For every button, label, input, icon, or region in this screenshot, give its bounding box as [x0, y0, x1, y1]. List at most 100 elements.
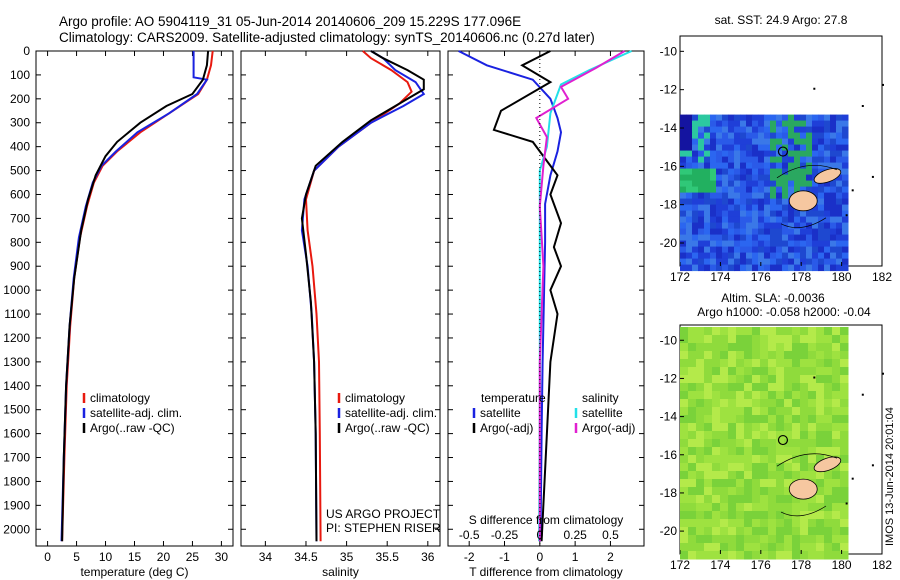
sla-cell [712, 399, 721, 408]
sla-cell [784, 423, 793, 432]
sla-cell [688, 327, 697, 336]
sst-cell [806, 228, 813, 236]
sst-cell [830, 126, 837, 134]
sst-cell [740, 204, 747, 212]
sst-cell [692, 156, 699, 164]
sst-cell [692, 138, 699, 146]
sst-cell [728, 198, 735, 206]
sla-cell [704, 327, 713, 336]
sst-cell [776, 246, 783, 254]
sst-cell [764, 234, 771, 242]
sla-cell [680, 375, 689, 384]
sst-cell [740, 180, 747, 188]
sst-cell [740, 264, 747, 272]
sla-cell [792, 431, 801, 440]
sla-cell [696, 487, 705, 496]
sla-cell [784, 407, 793, 416]
sst-cell [686, 180, 693, 188]
sst-cell [794, 252, 801, 260]
sst-cell [698, 240, 705, 248]
sst-cell [824, 150, 831, 158]
sla-cell [704, 351, 713, 360]
sla-cell [792, 351, 801, 360]
sst-cell [776, 144, 783, 152]
sla-cell [760, 535, 769, 544]
sst-cell [770, 114, 777, 122]
sla-cell [752, 431, 761, 440]
sla-cell [808, 543, 817, 552]
sst-cell [698, 192, 705, 200]
sst-cell [722, 186, 729, 194]
sst-cell [758, 138, 765, 146]
difference-profile-series-0 [458, 50, 563, 542]
sla-cell [752, 423, 761, 432]
sst-cell [800, 258, 807, 266]
sst-cell [740, 240, 747, 248]
sst-cell [788, 156, 795, 164]
sla-cell [696, 375, 705, 384]
sst-cell [830, 222, 837, 230]
island-viti-levu [788, 478, 818, 500]
sst-cell [776, 114, 783, 122]
sla-cell [776, 511, 785, 520]
sla-cell [792, 375, 801, 384]
sst-cell [830, 252, 837, 260]
sla-cell [752, 359, 761, 368]
sla-cell [784, 503, 793, 512]
sst-cell [824, 132, 831, 140]
legend-title-temperature: temperature [481, 391, 546, 405]
sla-cell [680, 495, 689, 504]
sst-cell [758, 258, 765, 266]
sst-cell [686, 126, 693, 134]
sla-cell [840, 327, 849, 336]
sst-cell [770, 234, 777, 242]
sst-cell [836, 120, 843, 128]
temperature-profile-xtick-label: 25 [186, 550, 200, 564]
sst-cell [830, 210, 837, 218]
sla-cell [720, 519, 729, 528]
island-dot [871, 464, 874, 467]
sla-cell [808, 351, 817, 360]
sst-cell [758, 210, 765, 218]
sla-cell [760, 351, 769, 360]
sst-cell [782, 180, 789, 188]
sla-map-xtick-label: 178 [791, 558, 811, 572]
sst-cell [776, 192, 783, 200]
sla-cell [688, 471, 697, 480]
sla-cell [816, 439, 825, 448]
sla-cell [680, 367, 689, 376]
difference-profile-group: -2 -1 0 1 2T difference from climatology [447, 50, 645, 579]
sst-cell [680, 216, 687, 224]
sla-cell [792, 471, 801, 480]
salinity-profile-xtick-label: 34.5 [294, 550, 318, 564]
sla-cell [736, 447, 745, 456]
sst-cell [728, 228, 735, 236]
sla-cell [816, 375, 825, 384]
sst-cell [812, 210, 819, 218]
sla-map-ytick-label: -12 [660, 371, 678, 385]
sst-map-ytick-label: -20 [660, 236, 678, 250]
sst-cell [698, 168, 705, 176]
sla-cell [832, 335, 841, 344]
sst-cell [770, 126, 777, 134]
sla-cell [688, 343, 697, 352]
sla-cell [728, 335, 737, 344]
sla-cell [840, 455, 849, 464]
sst-cell [806, 144, 813, 152]
sla-cell [784, 327, 793, 336]
sla-cell [696, 327, 705, 336]
sla-cell [768, 415, 777, 424]
sst-cell [776, 228, 783, 236]
sla-cell [688, 519, 697, 528]
sla-cell [776, 399, 785, 408]
sla-cell [688, 423, 697, 432]
bathymetry-contour [776, 165, 838, 179]
sla-cell [824, 527, 833, 536]
sst-cell [734, 234, 741, 242]
sst-cell [686, 216, 693, 224]
sst-cell [818, 114, 825, 122]
sst-cell [686, 240, 693, 248]
sst-cell [722, 162, 729, 170]
sst-cell [698, 180, 705, 188]
sst-cell [686, 186, 693, 194]
